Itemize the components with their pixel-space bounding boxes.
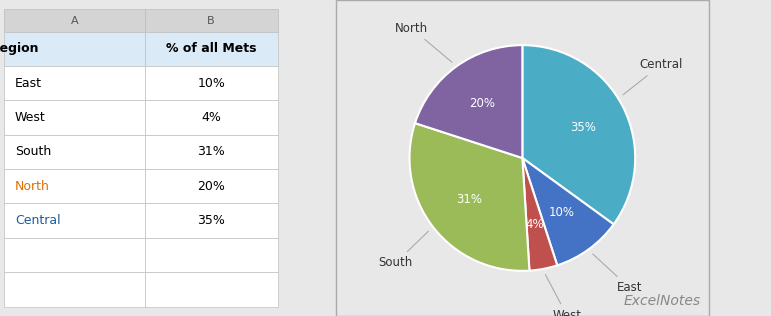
- Text: North: North: [395, 22, 452, 62]
- Bar: [145, 204, 278, 238]
- Bar: [145, 9, 278, 32]
- Text: East: East: [593, 254, 642, 294]
- Text: East: East: [15, 77, 42, 90]
- Bar: [145, 100, 278, 135]
- Text: West: West: [15, 111, 45, 124]
- Text: ExcelNotes: ExcelNotes: [624, 294, 701, 308]
- Wedge shape: [409, 123, 530, 271]
- Bar: [4, 100, 145, 135]
- Bar: [145, 169, 278, 204]
- Text: 35%: 35%: [570, 121, 596, 134]
- Text: West: West: [545, 275, 581, 316]
- Bar: [4, 169, 145, 204]
- Wedge shape: [522, 45, 635, 224]
- Bar: [4, 9, 145, 32]
- Bar: [4, 135, 145, 169]
- Bar: [4, 204, 145, 238]
- Text: 10%: 10%: [197, 77, 225, 90]
- Bar: [145, 66, 278, 100]
- Text: Central: Central: [15, 214, 60, 227]
- Bar: [336, 0, 709, 316]
- Text: North: North: [15, 180, 49, 193]
- Bar: [4, 66, 145, 100]
- Text: 20%: 20%: [197, 180, 225, 193]
- Text: South: South: [379, 231, 429, 269]
- Bar: [4, 32, 145, 66]
- Text: Central: Central: [623, 58, 683, 95]
- Text: 20%: 20%: [470, 97, 496, 110]
- Text: 35%: 35%: [197, 214, 225, 227]
- Bar: [4, 272, 145, 307]
- Bar: [145, 32, 278, 66]
- Text: 31%: 31%: [456, 193, 482, 206]
- Wedge shape: [522, 158, 614, 265]
- Text: South: South: [15, 145, 51, 158]
- Bar: [4, 238, 145, 272]
- Text: 4%: 4%: [201, 111, 221, 124]
- Text: 31%: 31%: [197, 145, 225, 158]
- Text: 10%: 10%: [549, 206, 575, 219]
- Bar: [145, 272, 278, 307]
- Wedge shape: [522, 158, 557, 270]
- Bar: [145, 135, 278, 169]
- Bar: [145, 238, 278, 272]
- Text: % of all Mets: % of all Mets: [166, 42, 257, 55]
- Text: B: B: [207, 15, 215, 26]
- Text: A: A: [70, 15, 78, 26]
- Text: 4%: 4%: [526, 218, 544, 231]
- Wedge shape: [415, 45, 522, 158]
- Text: Region: Region: [0, 42, 39, 55]
